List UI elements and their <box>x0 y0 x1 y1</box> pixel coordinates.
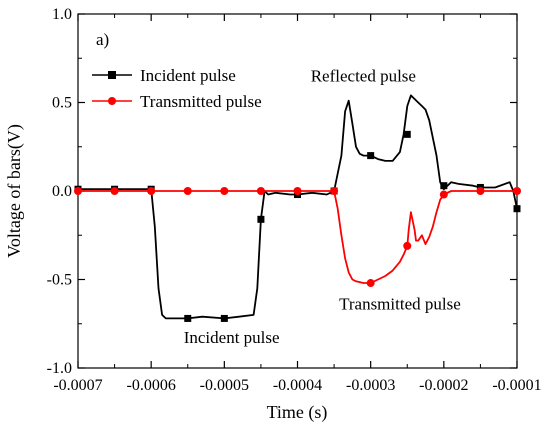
legend: Incident pulse Transmitted pulse <box>92 66 262 111</box>
data-point-incident <box>367 152 375 160</box>
data-point-transmitted <box>513 187 521 195</box>
y-tick-label: 1.0 <box>52 6 72 23</box>
data-point-transmitted <box>439 190 448 199</box>
panel-label: a) <box>96 30 109 49</box>
tick-labels: -0.0007 -0.0006 -0.0005 -0.0004 -0.0003 -0.00… <box>47 6 542 394</box>
legend-marker-transmitted <box>108 97 116 105</box>
x-tick-label: -0.0002 <box>419 377 468 394</box>
data-point-transmitted <box>74 187 82 195</box>
data-point-incident <box>184 314 192 322</box>
data-point-incident <box>440 182 448 190</box>
series-lines <box>78 94 518 320</box>
data-point-transmitted <box>330 187 339 195</box>
data-point-incident <box>257 215 265 223</box>
annotation-transmitted-pulse: Transmitted pulse <box>339 295 461 314</box>
y-tick-label: -0.5 <box>47 272 72 289</box>
x-tick-label: -0.0001 <box>492 377 541 394</box>
axis-ticks <box>77 13 518 369</box>
data-point-transmitted <box>147 187 156 195</box>
x-tick-label: -0.0004 <box>273 377 322 394</box>
x-tick-label: -0.0005 <box>200 377 249 394</box>
y-tick-label: -1.0 <box>47 360 72 377</box>
x-tick-label: -0.0006 <box>127 377 176 394</box>
data-point-transmitted <box>293 187 302 195</box>
series-line-incident <box>78 94 518 320</box>
y-tick-label: 0.0 <box>52 183 72 200</box>
data-point-transmitted <box>110 187 119 195</box>
data-point-incident <box>220 314 228 322</box>
annotation-incident-pulse: Incident pulse <box>184 328 280 347</box>
data-point-transmitted <box>366 279 375 288</box>
data-point-transmitted <box>220 187 229 195</box>
data-point-transmitted <box>256 187 265 195</box>
legend-label-transmitted: Transmitted pulse <box>140 92 262 111</box>
data-point-transmitted <box>183 187 192 195</box>
series-line-transmitted <box>78 190 517 284</box>
y-axis-title: Voltage of bars(V) <box>4 124 25 258</box>
x-tick-label: -0.0003 <box>346 377 395 394</box>
annotation-reflected-pulse: Reflected pulse <box>311 66 416 85</box>
x-tick-label: -0.0007 <box>53 377 102 394</box>
series-markers <box>74 130 521 322</box>
legend-label-incident: Incident pulse <box>140 66 236 85</box>
y-tick-label: 0.5 <box>52 95 72 112</box>
data-point-transmitted <box>476 187 485 195</box>
legend-marker-incident <box>108 71 116 79</box>
data-point-incident <box>513 205 521 213</box>
x-axis-title: Time (s) <box>267 402 328 423</box>
data-point-transmitted <box>403 241 412 250</box>
data-point-incident <box>403 130 411 138</box>
